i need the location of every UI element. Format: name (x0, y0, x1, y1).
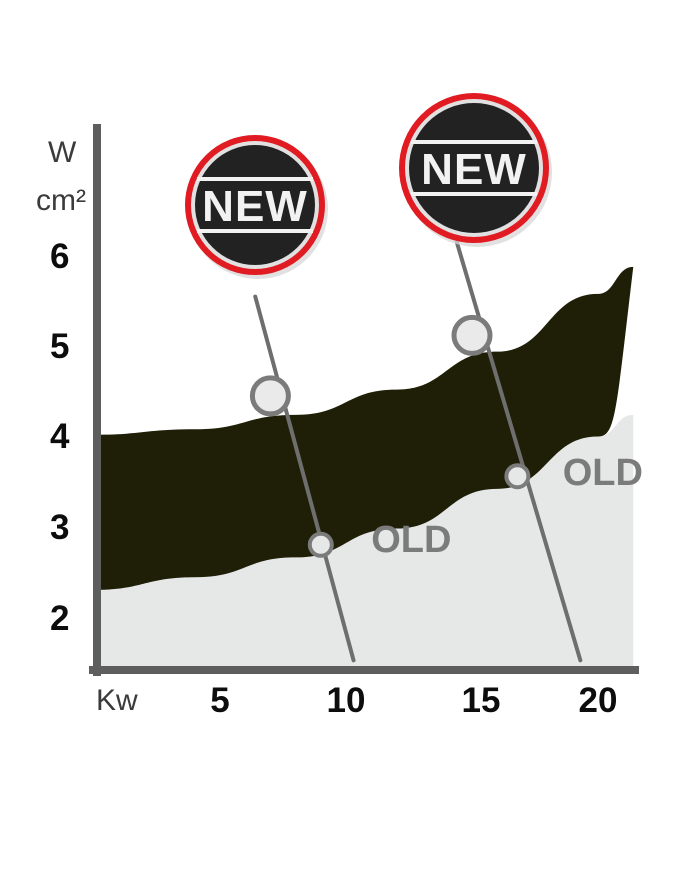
new-badge-1-rule-bottom (197, 229, 313, 233)
old-annotation-1: OLD (371, 519, 451, 561)
new-badge-1-ring (185, 135, 325, 275)
new-badge-2-disc (409, 103, 539, 233)
x-tick-label-15: 15 (462, 681, 501, 720)
y-axis-unit-numerator: W (48, 136, 77, 169)
y-axis-unit-denominator: cm² (36, 184, 86, 217)
new-badge-2-rule-bottom (411, 192, 537, 196)
y-tick-label-5: 5 (50, 327, 69, 366)
old-data-marker-2 (504, 463, 531, 490)
new-badge-2-rule-top (411, 140, 537, 144)
connector-line-1 (253, 294, 356, 663)
old-annotation-2: OLD (563, 452, 643, 494)
new-data-marker-1 (249, 375, 291, 417)
new-badge-1-rule-top (197, 177, 313, 181)
x-tick-label-10: 10 (327, 681, 366, 720)
x-axis-unit-label: Kw (96, 684, 138, 717)
y-tick-label-4: 4 (50, 417, 70, 456)
new-badge-2-label: NEW (421, 145, 527, 194)
performance-band-area (94, 266, 634, 590)
y-tick-label-3: 3 (50, 508, 69, 547)
new-badge-1-label: NEW (202, 182, 308, 231)
x-tick-label-20: 20 (579, 681, 618, 720)
y-tick-label-6: 6 (50, 237, 69, 276)
old-data-marker-1 (307, 531, 334, 558)
new-badge-2[interactable]: NEW (399, 93, 552, 247)
baseline-region-fill (94, 414, 634, 667)
x-tick-label-5: 5 (210, 681, 229, 720)
y-tick-label-2: 2 (50, 599, 69, 638)
new-data-marker-2 (451, 314, 493, 356)
new-badge-2-ring (399, 93, 549, 243)
connector-line-2 (454, 240, 583, 663)
new-badge-1-disc (195, 145, 315, 265)
new-badge-1[interactable]: NEW (185, 135, 328, 279)
